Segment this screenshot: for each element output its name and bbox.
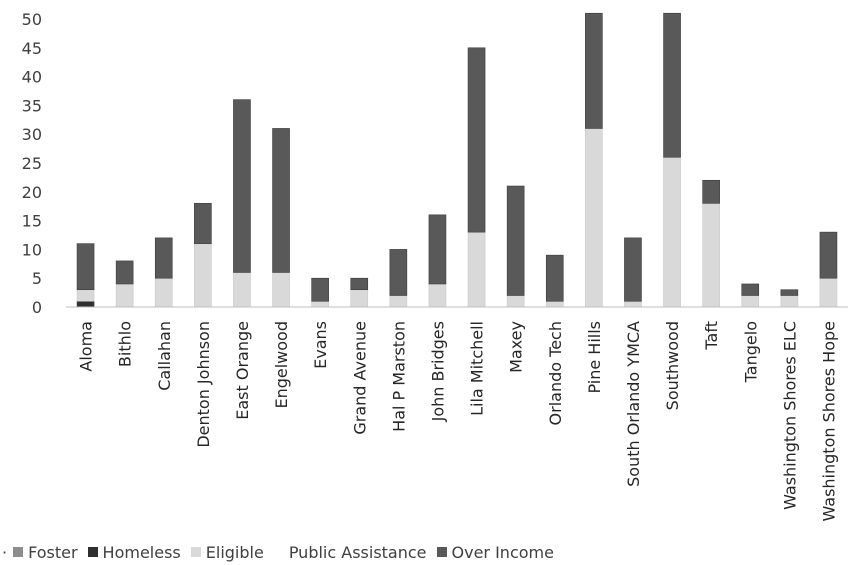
legend-swatch xyxy=(13,547,24,557)
legend-item: Homeless xyxy=(87,542,181,562)
x-tick-label: Aloma xyxy=(77,321,96,372)
x-tick-label: Washington Shores ELC xyxy=(780,321,799,510)
bar-segment xyxy=(272,272,290,308)
y-tick-label: 0 xyxy=(32,298,42,317)
bar-segment xyxy=(154,237,173,279)
legend-prefix: · xyxy=(2,542,8,562)
x-tick-label: Orlando Tech xyxy=(546,321,565,425)
bar-segment xyxy=(506,295,525,308)
legend-item: Foster xyxy=(13,542,78,562)
bar-segment xyxy=(819,277,838,308)
y-tick-label: 20 xyxy=(22,183,42,202)
x-tick-label: Washington Shores Hope xyxy=(819,321,838,522)
bar-segment xyxy=(154,277,173,308)
bar-segment xyxy=(76,289,95,302)
x-tick-label: Lila Mitchell xyxy=(468,321,487,416)
bars xyxy=(76,12,838,308)
y-tick-label: 5 xyxy=(32,269,42,288)
x-tick-label: Hal P Marston xyxy=(389,321,408,432)
legend-swatch xyxy=(436,547,447,557)
x-tick-label: Denton Johnson xyxy=(194,321,213,448)
bar-segment xyxy=(428,214,447,285)
bar-segment xyxy=(76,300,95,308)
x-tick-label: East Orange xyxy=(233,321,252,420)
legend: · Foster Homeless Eligible Public Assistanc… xyxy=(2,540,564,564)
y-tick-label: 30 xyxy=(22,125,42,144)
bar-segment xyxy=(624,237,642,302)
x-tick-label: Bithlo xyxy=(116,321,135,367)
x-tick-label: Engelwood xyxy=(272,321,291,409)
legend-label: Public Assistance xyxy=(288,542,427,562)
bar-segment xyxy=(741,283,760,296)
bar-segment xyxy=(115,283,134,308)
y-tick-label: 40 xyxy=(22,68,42,87)
legend-label: Eligible xyxy=(205,542,264,562)
y-tick-label: 10 xyxy=(22,240,42,259)
bar-segment xyxy=(389,249,408,296)
bar-segment xyxy=(585,12,603,129)
bar-segment xyxy=(702,203,720,308)
x-tick-label: Maxey xyxy=(507,321,526,373)
bar-segment xyxy=(780,289,799,296)
bar-segment xyxy=(545,300,564,308)
bar-segment xyxy=(663,156,681,308)
bar-segment xyxy=(428,283,447,308)
bar-segment xyxy=(233,99,251,273)
x-tick-label: Callahan xyxy=(155,321,174,391)
x-tick-label: Pine Hills xyxy=(585,321,604,394)
bar-segment xyxy=(467,231,486,308)
bar-segment xyxy=(194,243,212,308)
bar-segment xyxy=(233,272,251,308)
bar-segment xyxy=(624,300,642,308)
legend-swatch xyxy=(273,547,284,557)
x-tick-label: John Bridges xyxy=(428,321,447,422)
bar-segment xyxy=(311,277,329,302)
y-tick-label: 25 xyxy=(22,154,42,173)
legend-item: Eligible xyxy=(190,542,264,562)
bar-segment xyxy=(272,128,290,273)
y-axis: 0 5 10 15 20 25 30 35 40 45 50 xyxy=(22,10,42,317)
bar-segment xyxy=(350,289,369,308)
bar-segment xyxy=(76,243,95,291)
bar-segment xyxy=(663,12,681,158)
legend-label: Homeless xyxy=(102,542,181,562)
stacked-bar-chart: 0 5 10 15 20 25 30 35 40 45 50 Aloma Bithlo Callahan… xyxy=(22,10,848,522)
y-tick-label: 45 xyxy=(22,39,42,58)
bar-segment xyxy=(545,254,564,302)
bar-segment xyxy=(467,47,486,233)
bar-segment xyxy=(780,295,799,308)
legend-item: Over Income xyxy=(436,542,554,562)
bar-segment xyxy=(194,203,212,244)
y-tick-label: 35 xyxy=(22,96,42,115)
x-tick-label: Taft xyxy=(702,321,721,351)
bar-segment xyxy=(115,260,134,285)
bar-segment xyxy=(702,179,720,204)
y-tick-label: 50 xyxy=(22,10,42,29)
bar-segment xyxy=(819,231,838,279)
y-tick-label: 15 xyxy=(22,212,42,231)
legend-item: Public Assistance xyxy=(273,542,427,562)
bar-segment xyxy=(350,277,369,291)
legend-swatch xyxy=(190,547,201,557)
x-tick-label: South Orlando YMCA xyxy=(624,321,643,487)
legend-label: Over Income xyxy=(451,542,554,562)
x-axis: Aloma Bithlo Callahan Denton Johnson East Or… xyxy=(77,321,839,522)
legend-label: Foster xyxy=(28,542,78,562)
bar-segment xyxy=(741,295,760,308)
bar-segment xyxy=(311,300,329,308)
x-tick-label: Grand Avenue xyxy=(350,321,369,435)
bar-segment xyxy=(506,185,525,296)
x-tick-label: Evans xyxy=(311,321,330,369)
bar-segment xyxy=(389,295,408,308)
bar-segment xyxy=(585,128,603,308)
x-tick-label: Southwood xyxy=(663,321,682,410)
legend-swatch xyxy=(87,547,98,557)
x-tick-label: Tangelo xyxy=(741,321,760,383)
